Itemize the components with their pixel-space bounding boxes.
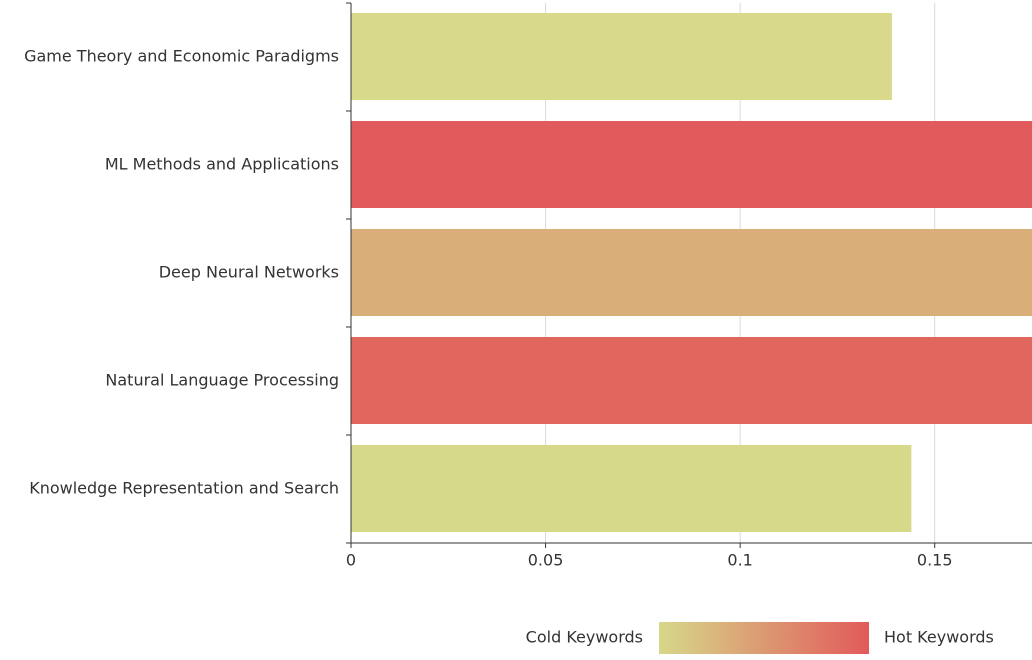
bar: [351, 445, 912, 532]
legend-gradient: [659, 622, 869, 654]
legend-low-label: Cold Keywords: [526, 628, 643, 647]
bar: [351, 121, 1032, 208]
y-tick-label: Deep Neural Networks: [159, 263, 339, 282]
x-tick-label: 0.1: [727, 551, 752, 570]
y-tick-label: Game Theory and Economic Paradigms: [24, 47, 339, 66]
x-tick-label: 0.15: [917, 551, 953, 570]
x-tick-label: 0.05: [528, 551, 564, 570]
x-tick-label: 0: [346, 551, 356, 570]
bar: [351, 13, 892, 100]
bar: [351, 229, 1032, 316]
legend-high-label: Hot Keywords: [884, 628, 994, 647]
y-tick-label: Knowledge Representation and Search: [29, 479, 339, 498]
y-tick-label: Natural Language Processing: [105, 371, 339, 390]
bar: [351, 337, 1032, 424]
y-tick-label: ML Methods and Applications: [105, 155, 339, 174]
